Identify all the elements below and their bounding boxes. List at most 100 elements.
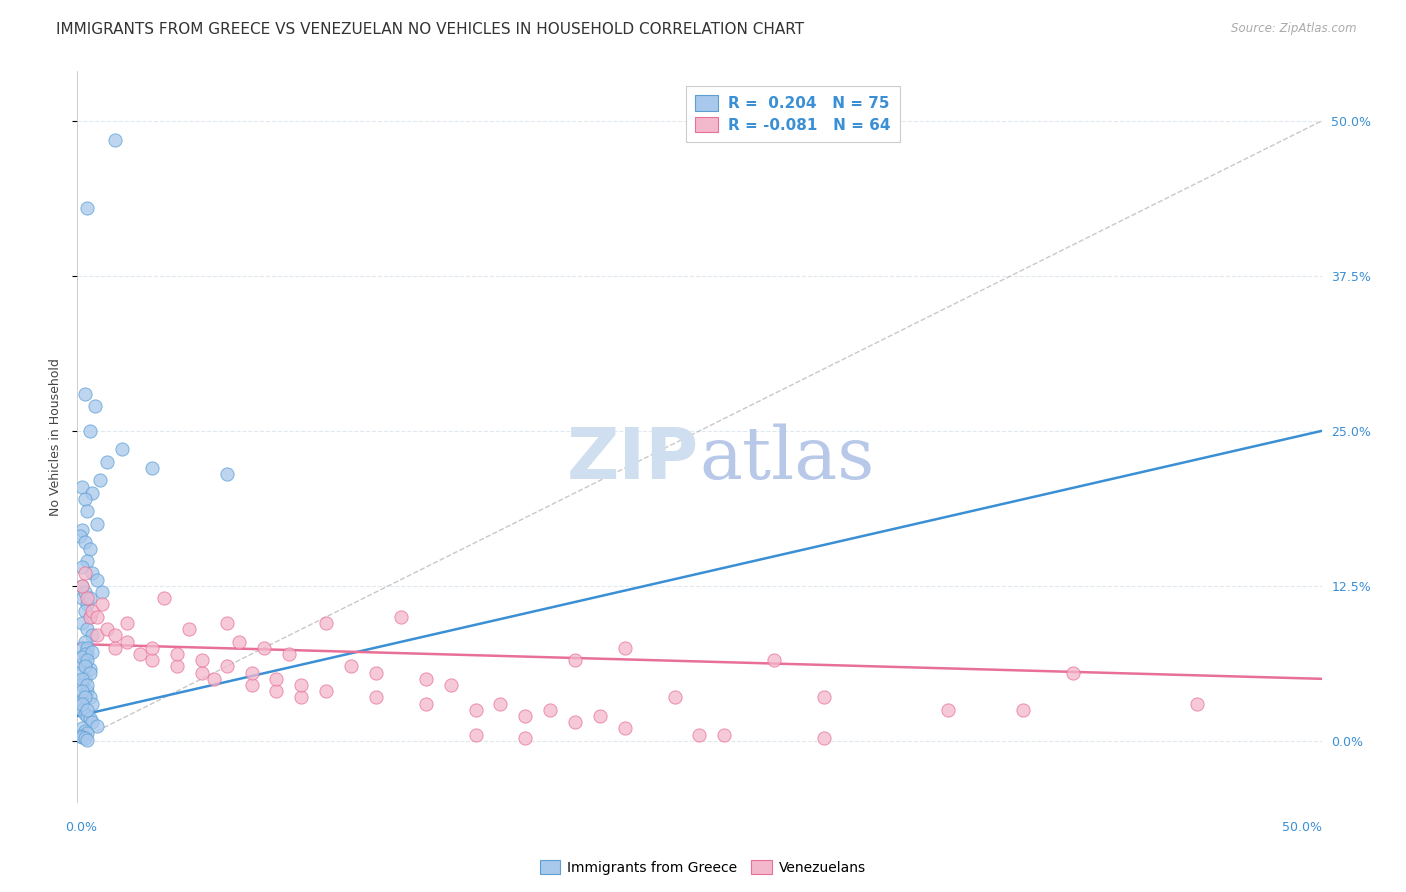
Point bbox=[111, 442, 134, 457]
Point bbox=[96, 622, 118, 636]
Point bbox=[564, 653, 586, 667]
Point bbox=[91, 585, 114, 599]
Point bbox=[538, 703, 561, 717]
Point bbox=[72, 640, 94, 655]
Point bbox=[166, 659, 188, 673]
Point bbox=[179, 622, 201, 636]
Point bbox=[73, 723, 96, 738]
Point bbox=[86, 719, 108, 733]
Point bbox=[763, 653, 786, 667]
Point bbox=[72, 672, 94, 686]
Point bbox=[73, 386, 96, 401]
Point bbox=[73, 653, 96, 667]
Point bbox=[86, 628, 108, 642]
Point bbox=[191, 653, 214, 667]
Point bbox=[72, 684, 94, 698]
Point bbox=[240, 678, 263, 692]
Point bbox=[439, 678, 461, 692]
Point bbox=[82, 697, 104, 711]
Point bbox=[73, 604, 96, 618]
Point bbox=[79, 665, 101, 680]
Point bbox=[813, 731, 835, 746]
Point bbox=[364, 690, 387, 705]
Point bbox=[166, 647, 188, 661]
Point bbox=[79, 591, 101, 606]
Point bbox=[72, 694, 94, 708]
Point bbox=[76, 640, 98, 655]
Point bbox=[415, 697, 437, 711]
Text: atlas: atlas bbox=[700, 424, 875, 494]
Point bbox=[104, 640, 127, 655]
Point bbox=[115, 634, 138, 648]
Point bbox=[266, 672, 288, 686]
Point bbox=[364, 665, 387, 680]
Point bbox=[76, 726, 98, 740]
Point bbox=[76, 647, 98, 661]
Text: 50.0%: 50.0% bbox=[1282, 822, 1322, 834]
Point bbox=[73, 647, 96, 661]
Point bbox=[72, 579, 94, 593]
Point bbox=[153, 591, 176, 606]
Point bbox=[72, 657, 94, 671]
Point bbox=[76, 709, 98, 723]
Point bbox=[73, 566, 96, 581]
Point bbox=[1185, 697, 1208, 711]
Point bbox=[76, 554, 98, 568]
Point bbox=[73, 706, 96, 721]
Point bbox=[1012, 703, 1035, 717]
Text: ZIP: ZIP bbox=[567, 425, 700, 493]
Point bbox=[79, 662, 101, 676]
Point bbox=[689, 728, 711, 742]
Point bbox=[82, 715, 104, 730]
Legend: R =  0.204   N = 75, R = -0.081   N = 64: R = 0.204 N = 75, R = -0.081 N = 64 bbox=[686, 87, 900, 142]
Point bbox=[79, 690, 101, 705]
Point bbox=[72, 560, 94, 574]
Point bbox=[564, 715, 586, 730]
Point bbox=[82, 486, 104, 500]
Point bbox=[290, 678, 312, 692]
Point bbox=[72, 703, 94, 717]
Point bbox=[79, 610, 101, 624]
Point bbox=[315, 684, 337, 698]
Point bbox=[76, 684, 98, 698]
Point bbox=[69, 529, 91, 543]
Point bbox=[72, 649, 94, 664]
Point bbox=[72, 523, 94, 537]
Point bbox=[389, 610, 412, 624]
Point bbox=[215, 659, 238, 673]
Point bbox=[277, 647, 299, 661]
Point bbox=[79, 541, 101, 556]
Point bbox=[76, 591, 98, 606]
Point bbox=[73, 687, 96, 701]
Point bbox=[228, 634, 250, 648]
Point bbox=[73, 634, 96, 648]
Point bbox=[115, 615, 138, 630]
Point bbox=[290, 690, 312, 705]
Point bbox=[86, 610, 108, 624]
Point bbox=[76, 622, 98, 636]
Point bbox=[76, 678, 98, 692]
Point bbox=[76, 703, 98, 717]
Point bbox=[72, 730, 94, 744]
Point bbox=[86, 516, 108, 531]
Point bbox=[72, 697, 94, 711]
Point bbox=[215, 615, 238, 630]
Point bbox=[73, 535, 96, 549]
Point bbox=[613, 722, 636, 736]
Point bbox=[73, 491, 96, 506]
Point bbox=[79, 424, 101, 438]
Point bbox=[936, 703, 959, 717]
Point bbox=[315, 615, 337, 630]
Point bbox=[489, 697, 512, 711]
Point bbox=[253, 640, 276, 655]
Point bbox=[664, 690, 686, 705]
Point bbox=[128, 647, 150, 661]
Point bbox=[91, 598, 114, 612]
Point bbox=[73, 731, 96, 746]
Text: IMMIGRANTS FROM GREECE VS VENEZUELAN NO VEHICLES IN HOUSEHOLD CORRELATION CHART: IMMIGRANTS FROM GREECE VS VENEZUELAN NO … bbox=[56, 22, 804, 37]
Point bbox=[72, 591, 94, 606]
Point bbox=[79, 711, 101, 725]
Point bbox=[73, 585, 96, 599]
Point bbox=[515, 731, 537, 746]
Point bbox=[72, 615, 94, 630]
